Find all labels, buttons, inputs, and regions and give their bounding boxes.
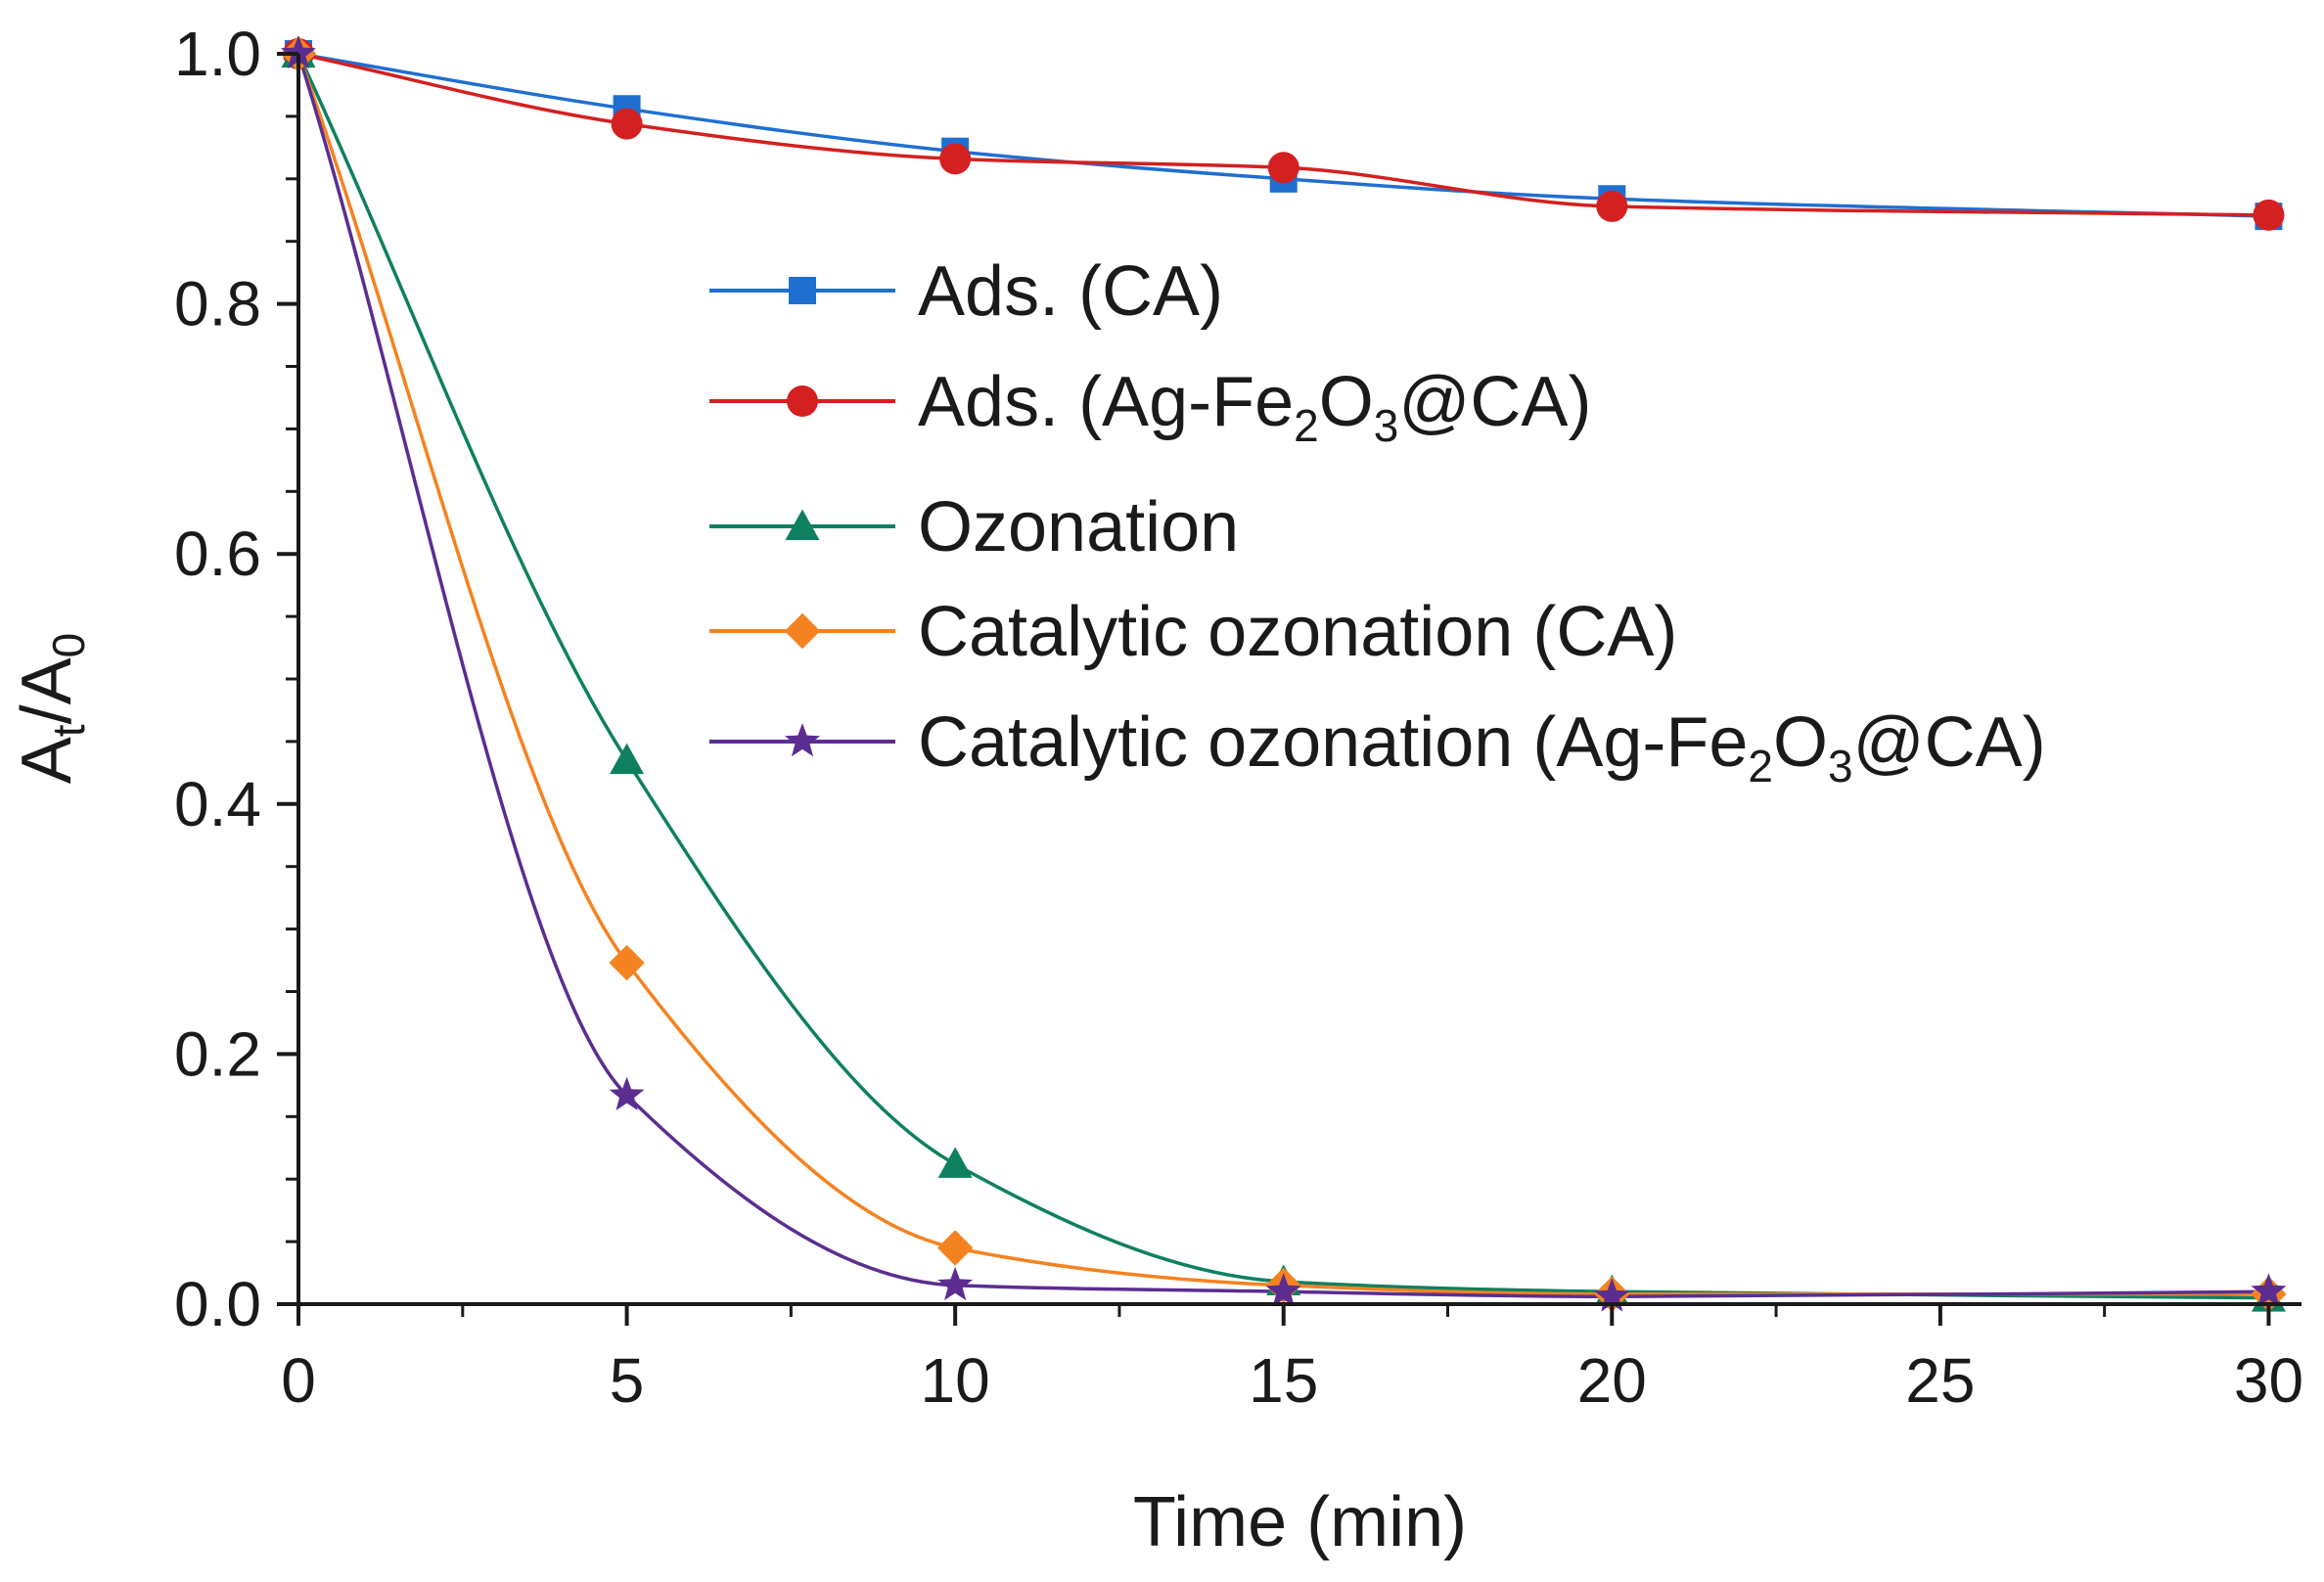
diamond-marker — [936, 1230, 974, 1266]
triangle-marker — [785, 509, 820, 540]
triangle-marker — [610, 743, 645, 775]
y-tick-label: 0.6 — [174, 519, 261, 589]
legend-label-main: Ozonation — [918, 488, 1239, 566]
cat-oz-agfe-line — [296, 53, 2269, 1299]
x-tick-label: 20 — [1577, 1345, 1647, 1416]
legend-label-sub: 3 — [1374, 400, 1399, 451]
legend-label: Ads. (Ag-Fe2O3@CA) — [918, 363, 1591, 451]
legend: Ads. (CA)Ads. (Ag-Fe2O3@CA)OzonationCata… — [709, 252, 2046, 791]
x-tick-label: 5 — [610, 1345, 645, 1416]
legend-label-main: @CA) — [1853, 703, 2046, 782]
legend-item-ads-ca: Ads. (CA) — [709, 252, 1223, 331]
ads-agfe-line — [297, 52, 2269, 217]
star-marker — [1594, 1278, 1630, 1312]
star-marker — [937, 1266, 974, 1301]
legend-label-main: O — [1773, 703, 1828, 782]
plot-lines — [296, 52, 2269, 1300]
y-axis-label: At/A0 — [8, 633, 94, 784]
star-marker — [785, 723, 820, 757]
y-tick-label: 0.2 — [174, 1018, 261, 1089]
legend-label-sub: 2 — [1294, 400, 1319, 451]
legend-item-cat-oz-agfe: Catalytic ozonation (Ag-Fe2O3@CA) — [709, 703, 2046, 791]
star-marker — [609, 1076, 645, 1110]
circle-marker — [611, 108, 643, 140]
plot-markers — [280, 35, 2287, 1312]
legend-label-main: Ads. (CA) — [918, 252, 1223, 331]
legend-item-ads-agfe: Ads. (Ag-Fe2O3@CA) — [709, 363, 1591, 451]
cat-oz-ca-line — [296, 53, 2269, 1296]
legend-label-main: O — [1319, 363, 1374, 441]
legend-label-sub: 2 — [1748, 741, 1773, 791]
square-marker — [789, 277, 816, 304]
y-tick-label: 0.4 — [174, 769, 261, 839]
legend-label: Catalytic ozonation (CA) — [918, 593, 1677, 671]
x-axis-label: Time (min) — [1133, 1483, 1467, 1561]
ozonation-line — [296, 53, 2269, 1300]
legend-item-cat-oz-ca: Catalytic ozonation (CA) — [709, 593, 1677, 671]
x-tick-label: 25 — [1905, 1345, 1975, 1416]
circle-marker — [939, 143, 972, 175]
legend-label-main: Catalytic ozonation (CA) — [918, 593, 1677, 671]
ads-ca-line — [297, 52, 2269, 218]
diamond-marker — [784, 612, 821, 650]
legend-item-ozonation: Ozonation — [709, 488, 1239, 566]
circle-marker — [787, 385, 818, 417]
axes: 0 5 10 15 20 25 30 0.0 0.2 0.4 0.6 0.8 1.0 — [174, 19, 2303, 1416]
legend-label-sub: 3 — [1828, 741, 1853, 791]
circle-marker — [1596, 190, 1628, 222]
x-tick-label: 0 — [281, 1345, 316, 1416]
star-marker — [1265, 1273, 1301, 1307]
star-marker — [2251, 1273, 2287, 1307]
y-tick-label: 0.8 — [174, 269, 261, 339]
y-tick-label: 0.0 — [174, 1269, 261, 1339]
diamond-marker — [609, 944, 645, 981]
x-tick-label: 30 — [2234, 1345, 2303, 1416]
circle-marker — [2253, 199, 2285, 231]
legend-label: Ozonation — [918, 488, 1239, 566]
legend-label-main: Catalytic ozonation (Ag-Fe — [918, 703, 1748, 782]
y-tick-label: 1.0 — [174, 19, 261, 89]
triangle-marker — [937, 1147, 973, 1178]
circle-marker — [1267, 152, 1299, 184]
x-tick-label: 15 — [1249, 1345, 1318, 1416]
x-tick-label: 10 — [921, 1345, 990, 1416]
legend-label-main: Ads. (Ag-Fe — [918, 363, 1294, 441]
legend-label-main: @CA) — [1398, 363, 1591, 441]
legend-label: Catalytic ozonation (Ag-Fe2O3@CA) — [918, 703, 2046, 791]
legend-label: Ads. (CA) — [918, 252, 1223, 331]
